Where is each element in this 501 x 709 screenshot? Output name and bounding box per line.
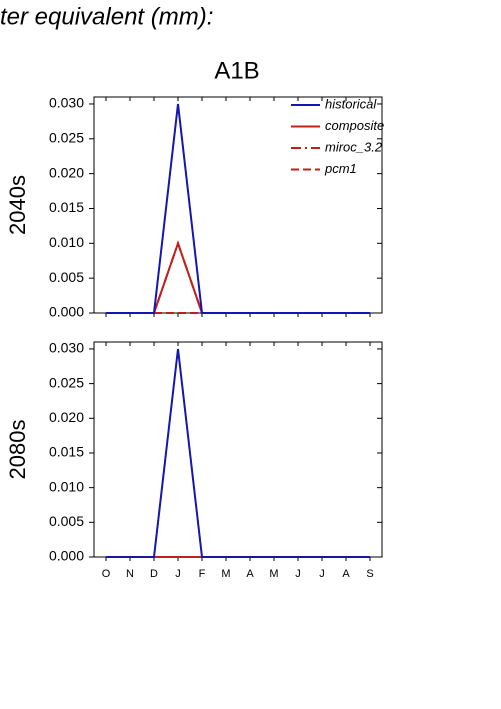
x-tick-label: F <box>199 568 206 580</box>
y-tick-label: 0.020 <box>49 164 84 180</box>
x-tick-label: M <box>269 568 278 580</box>
y-tick-label: 0.015 <box>49 444 84 460</box>
x-tick-label: D <box>150 568 158 580</box>
y-axis-label: 2080s <box>5 420 30 480</box>
y-tick-label: 0.010 <box>49 234 84 250</box>
y-tick-label: 0.025 <box>49 374 84 390</box>
y-tick-label: 0.025 <box>49 130 84 146</box>
y-tick-label: 0.010 <box>49 478 84 494</box>
plot-frame <box>93 341 383 558</box>
y-tick-label: 0.020 <box>49 409 84 425</box>
series-line <box>106 240 370 314</box>
x-tick-label: N <box>126 568 134 580</box>
x-tick-label: M <box>221 568 230 580</box>
y-tick-label: 0.005 <box>49 269 84 285</box>
x-tick-label: A <box>342 568 350 580</box>
legend-label: historical <box>325 96 377 111</box>
page-title: ter equivalent (mm): <box>0 3 213 30</box>
series-line <box>106 348 370 558</box>
x-tick-label: A <box>246 568 254 580</box>
legend-label: pcm1 <box>324 161 357 176</box>
scenario-title: A1B <box>214 57 259 84</box>
series-line <box>106 240 370 314</box>
x-tick-label: J <box>175 568 181 580</box>
x-tick-label: O <box>102 568 111 580</box>
y-tick-label: 0.000 <box>49 548 84 564</box>
y-tick-label: 0.030 <box>49 95 84 111</box>
y-axis-label: 2040s <box>5 175 30 235</box>
legend-label: miroc_3.2 <box>325 139 383 154</box>
legend-label: composite <box>325 118 384 133</box>
y-tick-label: 0.015 <box>49 199 84 215</box>
series-line <box>106 103 370 314</box>
x-tick-label: J <box>319 568 325 580</box>
x-tick-label: S <box>366 568 373 580</box>
x-tick-label: J <box>295 568 301 580</box>
y-tick-label: 0.005 <box>49 513 84 529</box>
y-tick-label: 0.000 <box>49 304 84 320</box>
y-tick-label: 0.030 <box>49 340 84 356</box>
